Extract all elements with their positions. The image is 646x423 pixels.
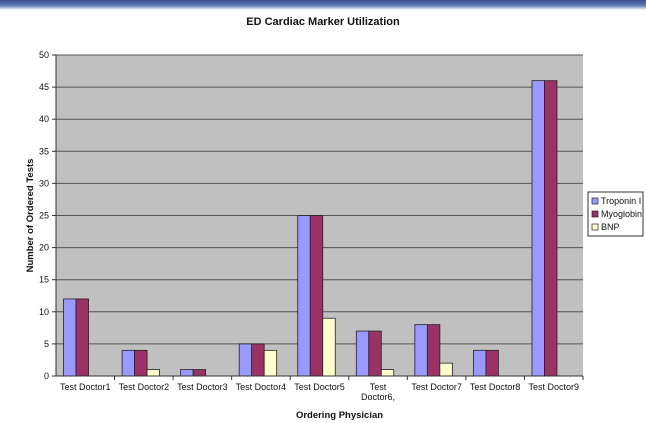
bar-troponin-i bbox=[473, 349, 487, 377]
x-tick-label: Test bbox=[370, 382, 387, 392]
bar-troponin-i bbox=[121, 349, 135, 377]
y-tick-label: 50 bbox=[39, 50, 49, 60]
legend-label: Troponin I bbox=[601, 196, 641, 206]
y-tick-label: 45 bbox=[39, 82, 49, 92]
y-tick-label: 5 bbox=[44, 339, 49, 349]
bar-myoglobin bbox=[368, 330, 382, 377]
y-tick-label: 25 bbox=[39, 211, 49, 221]
bar-myoglobin bbox=[75, 298, 89, 377]
y-tick-label: 20 bbox=[39, 243, 49, 253]
legend-swatch bbox=[591, 197, 599, 205]
bar-myoglobin bbox=[251, 343, 265, 377]
bar-bnp bbox=[146, 369, 160, 377]
legend-label: Myoglobin bbox=[601, 209, 642, 219]
x-tick-label: Doctor6, bbox=[361, 392, 395, 402]
x-tick-label: Test Doctor1 bbox=[60, 382, 111, 392]
bar-myoglobin bbox=[485, 349, 499, 377]
legend: Troponin I Myoglobin BNP bbox=[587, 191, 644, 237]
x-tick-labels: Test Doctor1 Test Doctor2 Test Doctor3 Test… bbox=[60, 382, 579, 402]
bar-troponin-i bbox=[180, 369, 194, 377]
bar-myoglobin bbox=[426, 324, 441, 377]
legend-swatch bbox=[591, 223, 599, 231]
x-tick-label: Test Doctor2 bbox=[119, 382, 170, 392]
bar-myoglobin bbox=[134, 349, 148, 377]
bar-bnp bbox=[380, 369, 395, 377]
bar-myoglobin bbox=[309, 215, 324, 377]
y-tick-labels: 0 5 10 15 20 25 30 35 40 45 50 bbox=[39, 50, 49, 381]
bar-troponin-i bbox=[414, 324, 428, 377]
y-tick-label: 15 bbox=[39, 275, 49, 285]
x-tick-label: Test Doctor4 bbox=[236, 382, 287, 392]
x-tick-label: Test Doctor3 bbox=[177, 382, 228, 392]
legend-label: BNP bbox=[601, 222, 620, 232]
y-tick-label: 0 bbox=[44, 371, 49, 381]
x-tick-label: Test Doctor5 bbox=[294, 382, 345, 392]
bar-troponin-i bbox=[238, 343, 253, 377]
axes bbox=[55, 55, 584, 380]
y-tick-label: 40 bbox=[39, 114, 49, 124]
y-tick-label: 30 bbox=[39, 178, 49, 188]
x-tick-label: Test Doctor8 bbox=[470, 382, 521, 392]
bar-bnp bbox=[439, 362, 453, 377]
y-tick-label: 35 bbox=[39, 146, 49, 156]
chart-title: ED Cardiac Marker Utilization bbox=[246, 16, 400, 28]
bar-troponin-i bbox=[297, 215, 311, 377]
y-axis-title: Number of Ordered Tests bbox=[25, 159, 36, 273]
y-tick-label: 10 bbox=[39, 307, 49, 317]
bar-bnp bbox=[322, 317, 336, 377]
bar-bnp bbox=[263, 349, 278, 377]
x-axis-title: Ordering Physician bbox=[296, 410, 383, 421]
window-top-bar bbox=[0, 0, 646, 10]
bar-troponin-i bbox=[63, 298, 77, 377]
x-tick-label: Test Doctor7 bbox=[411, 382, 462, 392]
bars bbox=[63, 80, 558, 377]
x-tick-label: Test Doctor9 bbox=[528, 382, 579, 392]
bar-troponin-i bbox=[531, 80, 545, 377]
legend-swatch bbox=[591, 210, 599, 218]
bar-myoglobin bbox=[192, 369, 207, 377]
bar-myoglobin bbox=[544, 80, 558, 377]
bar-troponin-i bbox=[355, 330, 370, 377]
